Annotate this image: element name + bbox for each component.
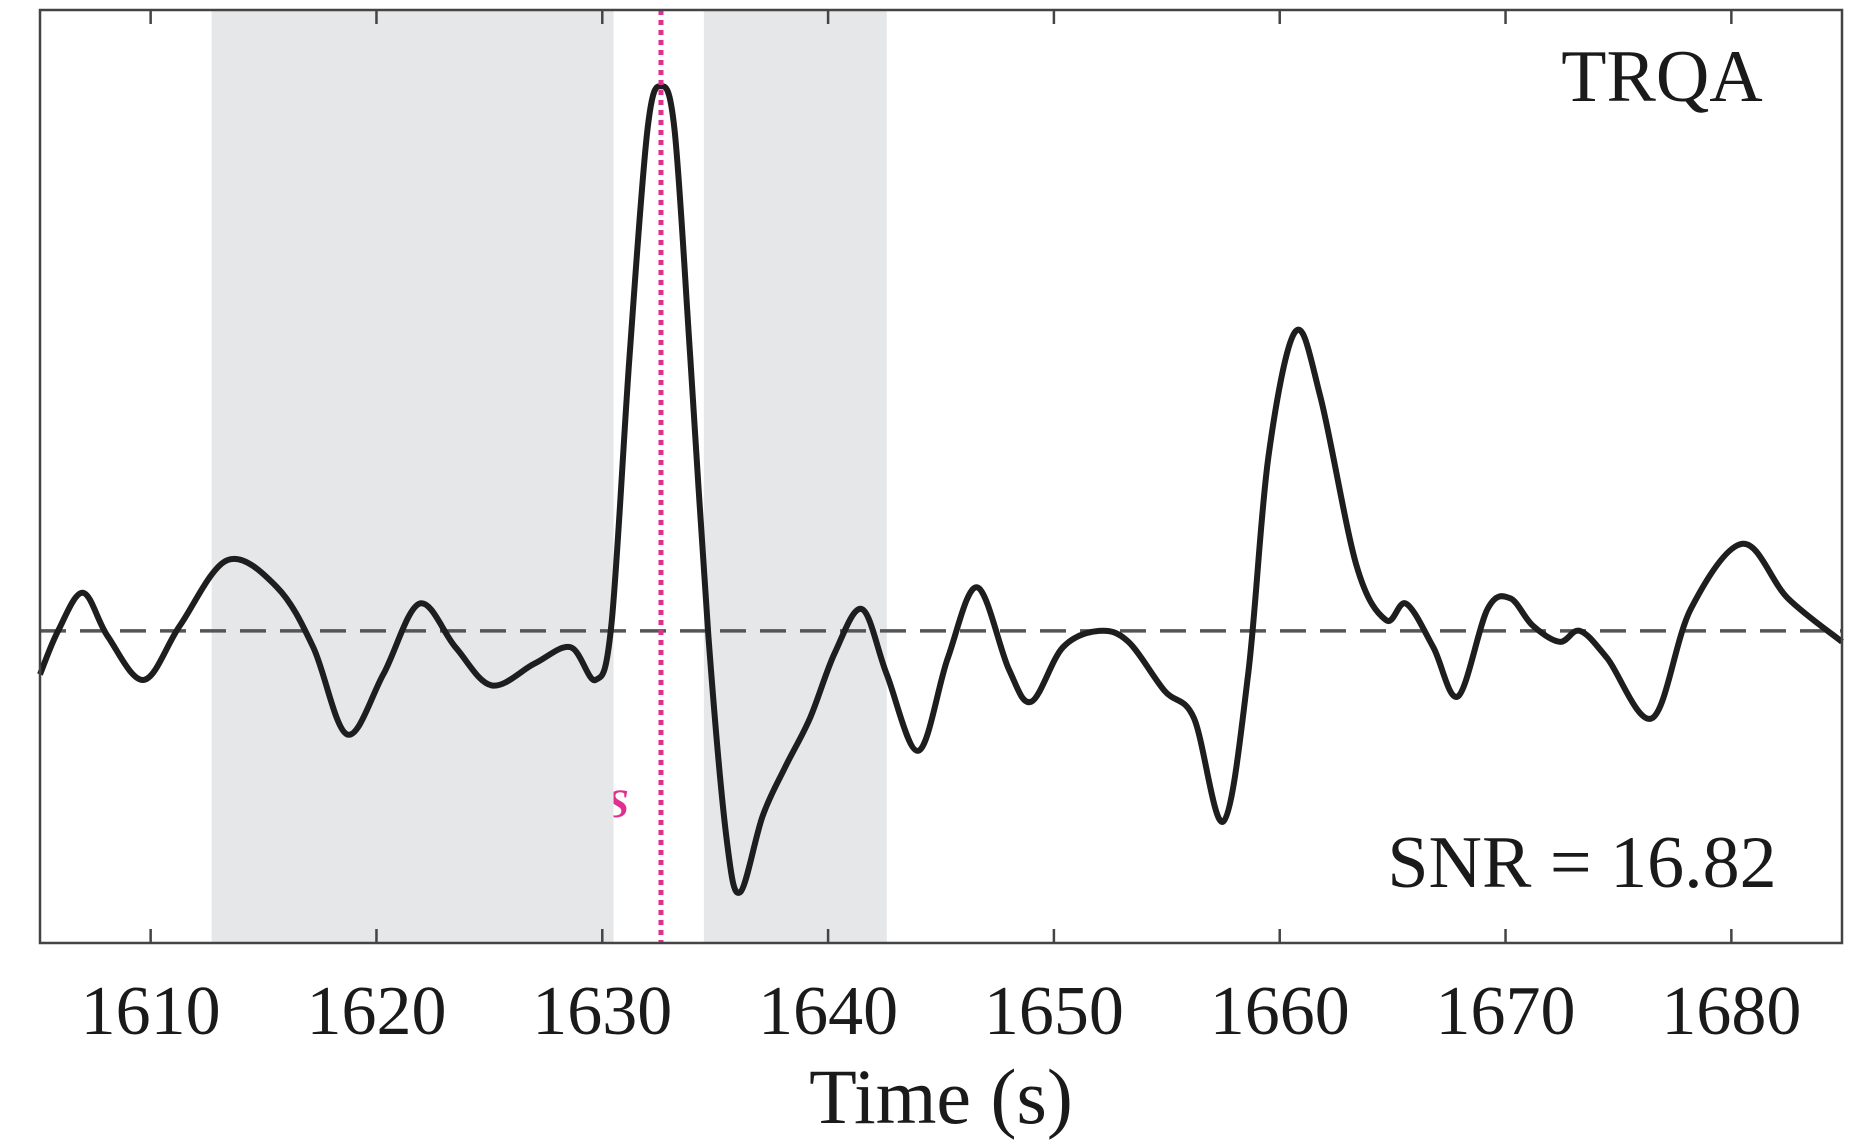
station-label: TRQA (1561, 36, 1762, 118)
x-tick-label: 1630 (532, 973, 672, 1050)
x-tick-label: 1680 (1661, 973, 1801, 1050)
x-tick-label: 1670 (1436, 973, 1576, 1050)
waveform (37, 83, 1844, 896)
x-tick-label: 1620 (306, 973, 446, 1050)
noise-window (211, 10, 614, 943)
noise-window (703, 10, 887, 943)
x-axis-label: Time (s) (809, 1053, 1073, 1140)
x-tick-label: 1640 (758, 973, 898, 1050)
x-tick-label: 1660 (1210, 973, 1350, 1050)
plot-frame (38, 8, 1844, 945)
x-tick-label: 1650 (984, 973, 1124, 1050)
snr-label: SNR = 16.82 (1387, 822, 1776, 904)
x-tick-label: 1610 (81, 973, 221, 1050)
